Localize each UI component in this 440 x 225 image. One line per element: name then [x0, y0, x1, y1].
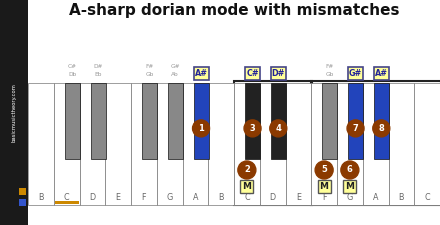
Bar — [194, 83, 209, 159]
Bar — [363, 83, 389, 205]
Circle shape — [244, 120, 261, 137]
Circle shape — [347, 120, 364, 137]
Bar — [142, 83, 157, 159]
Bar — [348, 83, 363, 159]
Text: C: C — [424, 193, 430, 202]
Text: C#: C# — [68, 65, 77, 70]
Text: Db: Db — [68, 72, 77, 76]
Text: D#: D# — [271, 69, 285, 78]
Text: D: D — [270, 193, 276, 202]
Bar — [183, 83, 208, 205]
Bar — [105, 83, 131, 205]
Text: A#: A# — [194, 69, 208, 78]
Bar — [318, 180, 330, 193]
Text: M: M — [345, 182, 354, 191]
Bar — [28, 83, 54, 205]
Bar — [0, 0, 28, 225]
Bar — [414, 83, 440, 205]
Text: G#: G# — [171, 65, 180, 70]
Text: Ab: Ab — [172, 72, 179, 76]
Text: C: C — [64, 193, 70, 202]
Circle shape — [373, 120, 390, 137]
Bar — [19, 199, 26, 206]
Text: 2: 2 — [244, 166, 250, 175]
Text: B: B — [38, 193, 44, 202]
Text: G: G — [166, 193, 173, 202]
Text: B: B — [218, 193, 224, 202]
Bar — [271, 83, 286, 159]
Bar — [245, 67, 260, 80]
Bar — [374, 67, 389, 80]
Bar — [337, 83, 363, 205]
Text: C: C — [244, 193, 249, 202]
Text: A: A — [373, 193, 378, 202]
Bar — [55, 200, 78, 204]
Circle shape — [315, 161, 333, 179]
Text: Gb: Gb — [145, 72, 154, 76]
Text: M: M — [242, 182, 251, 191]
Text: G#: G# — [349, 69, 362, 78]
Text: D#: D# — [93, 65, 103, 70]
Text: B: B — [399, 193, 404, 202]
Bar — [240, 180, 253, 193]
Circle shape — [193, 120, 209, 137]
Bar — [323, 83, 337, 159]
Circle shape — [238, 161, 256, 179]
Text: basicmusictheory.com: basicmusictheory.com — [11, 83, 17, 142]
Bar — [91, 83, 106, 159]
Text: Eb: Eb — [94, 72, 102, 76]
Bar — [54, 83, 80, 205]
Text: 4: 4 — [275, 124, 281, 133]
Bar — [168, 83, 183, 159]
Text: 5: 5 — [321, 166, 327, 175]
Text: F: F — [142, 193, 146, 202]
Bar — [245, 83, 260, 159]
Bar — [286, 83, 311, 205]
Bar — [348, 67, 363, 80]
Bar — [374, 83, 389, 159]
Text: Gb: Gb — [326, 72, 334, 76]
Text: A: A — [193, 193, 198, 202]
Text: F#: F# — [326, 65, 334, 70]
Bar — [80, 83, 105, 205]
Text: A-sharp dorian mode with mismatches: A-sharp dorian mode with mismatches — [69, 3, 399, 18]
Text: A#: A# — [375, 69, 388, 78]
Bar — [131, 83, 157, 205]
Text: F#: F# — [145, 65, 154, 70]
Text: G: G — [347, 193, 353, 202]
Text: M: M — [319, 182, 329, 191]
Bar — [311, 81, 440, 205]
Text: 8: 8 — [378, 124, 384, 133]
Bar — [157, 83, 183, 205]
Bar — [389, 83, 414, 205]
Bar — [194, 67, 209, 80]
Bar — [343, 180, 356, 193]
Bar — [65, 83, 80, 159]
Circle shape — [341, 161, 359, 179]
Bar — [260, 83, 286, 205]
Bar — [271, 67, 286, 80]
Circle shape — [270, 120, 287, 137]
Text: 6: 6 — [347, 166, 353, 175]
Text: 7: 7 — [353, 124, 359, 133]
Text: F: F — [322, 193, 326, 202]
Text: E: E — [296, 193, 301, 202]
Bar — [208, 83, 234, 205]
Bar — [234, 83, 260, 205]
Text: 3: 3 — [249, 124, 255, 133]
Text: 1: 1 — [198, 124, 204, 133]
Text: D: D — [89, 193, 95, 202]
Bar — [311, 83, 337, 205]
Text: C#: C# — [246, 69, 259, 78]
Text: E: E — [116, 193, 121, 202]
Bar — [19, 188, 26, 195]
Bar — [234, 81, 312, 205]
